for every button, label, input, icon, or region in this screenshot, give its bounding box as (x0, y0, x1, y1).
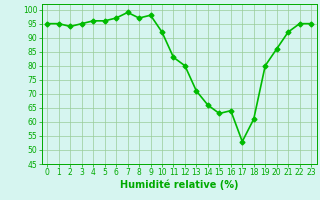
X-axis label: Humidité relative (%): Humidité relative (%) (120, 180, 238, 190)
